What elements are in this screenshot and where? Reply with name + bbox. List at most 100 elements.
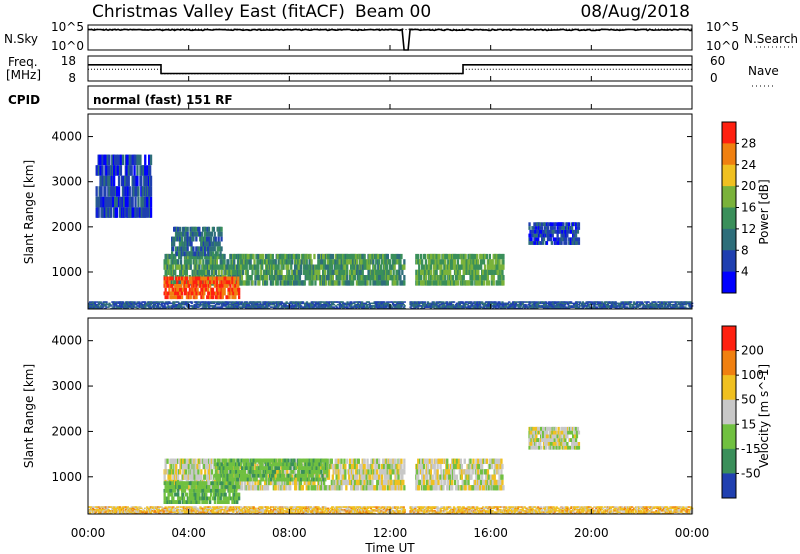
power-cell (277, 264, 280, 270)
power-cell (659, 305, 662, 307)
power-cell (150, 301, 154, 303)
power-cell (257, 259, 260, 265)
power-cell (241, 269, 245, 275)
power-cell (240, 301, 244, 303)
power-cell (346, 259, 349, 265)
power-cell (237, 280, 240, 285)
power-cell (278, 275, 281, 281)
power-cell (214, 306, 218, 308)
power-cell (361, 306, 364, 308)
power-cell (574, 233, 578, 238)
power-cell (378, 259, 381, 265)
power-cell (135, 186, 138, 197)
power-cell (342, 305, 345, 307)
power-cell (242, 259, 245, 265)
power-cell (520, 307, 523, 310)
power-cell (186, 301, 189, 303)
power-cell (358, 307, 361, 310)
power-cell (592, 306, 595, 308)
power-cell (131, 307, 134, 310)
power-cell (279, 280, 282, 286)
power-cell (468, 280, 471, 286)
power-cell (403, 280, 406, 286)
power-cell (655, 302, 658, 305)
power-cell (399, 306, 402, 308)
power-cell (180, 305, 183, 307)
power-cell (361, 269, 364, 275)
power-cell (219, 276, 222, 281)
power-cell (202, 295, 205, 300)
power-cell (167, 305, 170, 307)
power-cell (180, 303, 183, 306)
power-cell (534, 233, 537, 238)
power-cell (115, 196, 119, 208)
power-cell (431, 305, 434, 307)
power-cell (659, 301, 662, 303)
power-cell (349, 306, 352, 308)
power-cell (633, 303, 636, 306)
power-cell (370, 306, 373, 308)
power-cell (499, 302, 502, 305)
power-cell (166, 303, 169, 306)
power-cell (597, 301, 600, 303)
power-cell (563, 226, 566, 230)
power-cell (437, 307, 440, 310)
power-cell (435, 303, 438, 306)
power-cell (553, 226, 556, 230)
power-cell (529, 301, 532, 303)
power-cell (209, 295, 212, 300)
power-cell (231, 305, 234, 307)
power-cell (134, 154, 137, 166)
power-cell (301, 302, 305, 305)
velocity-cell (181, 458, 185, 464)
power-cell (136, 165, 139, 176)
power-cell (115, 207, 119, 218)
power-cell (183, 291, 187, 296)
power-cell (418, 275, 421, 281)
power-cell (104, 154, 107, 166)
power-cell (331, 307, 335, 310)
power-cell (265, 264, 269, 270)
power-cell (323, 301, 326, 303)
power-cell (316, 301, 319, 303)
power-cell (231, 276, 234, 281)
power-cell (565, 237, 568, 242)
power-cell (679, 305, 682, 307)
colorbar-segment (722, 122, 736, 144)
power-cell (546, 305, 550, 307)
beam-label: Beam 00 (355, 2, 431, 22)
power-cell (365, 305, 369, 307)
power-cell (297, 307, 300, 310)
power-cell (322, 303, 325, 306)
power-cell (108, 302, 111, 305)
station-title: Christmas Valley East (fitACF) (92, 2, 345, 22)
power-cell (464, 302, 467, 305)
power-cell (392, 307, 396, 310)
power-cell (123, 303, 127, 306)
power-cell (361, 280, 364, 286)
power-cell (249, 264, 252, 270)
power-cell (515, 301, 519, 303)
power-cell (578, 301, 582, 303)
power-cell (384, 303, 387, 306)
power-cell (105, 302, 108, 305)
power-cell (166, 264, 169, 270)
power-cell (394, 301, 398, 303)
power-cell (97, 207, 100, 218)
power-cell (123, 207, 126, 218)
power-cell (667, 301, 671, 303)
velocity-cell (212, 463, 216, 470)
power-cell (270, 301, 273, 303)
power-cell (570, 301, 573, 303)
power-cell (186, 231, 189, 237)
power-cell (403, 259, 406, 265)
power-cell (659, 307, 662, 310)
power-cell (435, 269, 438, 275)
power-cell (393, 264, 396, 270)
power-cell (511, 307, 514, 310)
power-cell (223, 259, 226, 265)
power-cell (177, 305, 180, 307)
power-cell (478, 264, 481, 270)
power-cell (466, 303, 469, 306)
power-cell (321, 301, 324, 303)
